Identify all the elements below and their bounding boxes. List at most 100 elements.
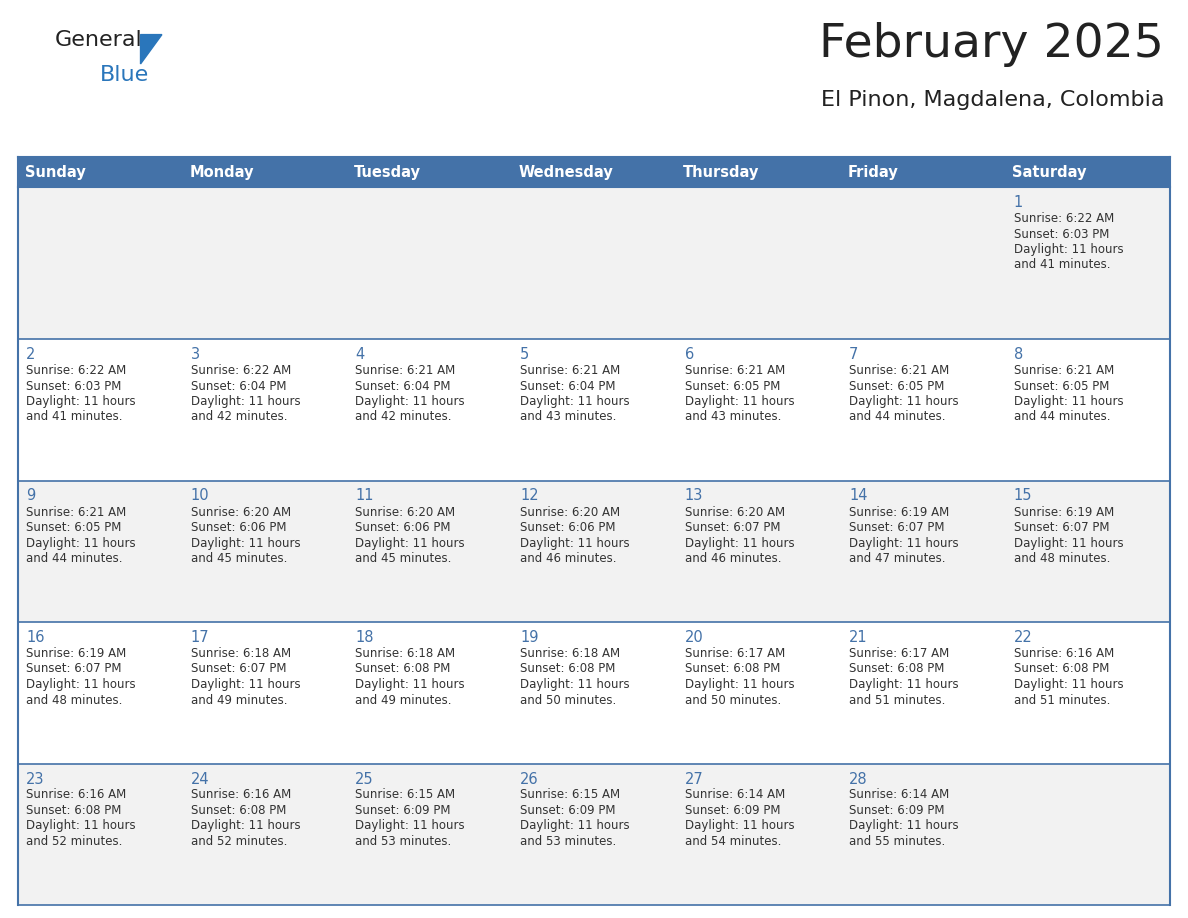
Text: Sunset: 6:07 PM: Sunset: 6:07 PM	[849, 521, 944, 534]
Bar	[183, 339, 347, 480]
Text: 26: 26	[520, 771, 538, 787]
Text: 2: 2	[26, 347, 36, 362]
Text: Daylight: 11 hours: Daylight: 11 hours	[849, 395, 959, 408]
Text: Sunrise: 6:14 AM: Sunrise: 6:14 AM	[684, 789, 785, 801]
Text: and 55 minutes.: and 55 minutes.	[849, 835, 946, 848]
Bar	[347, 187, 512, 339]
Bar	[183, 764, 347, 905]
Text: and 44 minutes.: and 44 minutes.	[849, 410, 946, 423]
Text: Sunset: 6:09 PM: Sunset: 6:09 PM	[520, 804, 615, 817]
Text: Daylight: 11 hours: Daylight: 11 hours	[849, 820, 959, 833]
Bar	[183, 157, 347, 187]
Text: Sunset: 6:06 PM: Sunset: 6:06 PM	[355, 521, 451, 534]
Text: Sunrise: 6:20 AM: Sunrise: 6:20 AM	[684, 506, 784, 519]
Text: and 54 minutes.: and 54 minutes.	[684, 835, 781, 848]
Text: Sunrise: 6:20 AM: Sunrise: 6:20 AM	[520, 506, 620, 519]
Text: Sunset: 6:09 PM: Sunset: 6:09 PM	[355, 804, 451, 817]
Text: General: General	[55, 30, 143, 50]
Bar	[841, 339, 1005, 480]
Bar	[512, 764, 676, 905]
Text: 10: 10	[191, 488, 209, 503]
Text: and 48 minutes.: and 48 minutes.	[26, 693, 122, 707]
Text: Daylight: 11 hours: Daylight: 11 hours	[355, 395, 465, 408]
Text: Daylight: 11 hours: Daylight: 11 hours	[26, 536, 135, 550]
Text: and 50 minutes.: and 50 minutes.	[684, 693, 781, 707]
Bar	[676, 622, 841, 764]
Text: and 44 minutes.: and 44 minutes.	[1013, 410, 1110, 423]
Text: Sunset: 6:08 PM: Sunset: 6:08 PM	[191, 804, 286, 817]
Text: 7: 7	[849, 347, 859, 362]
Bar	[18, 339, 183, 480]
Bar	[347, 764, 512, 905]
Text: Sunset: 6:08 PM: Sunset: 6:08 PM	[849, 663, 944, 676]
Bar	[676, 480, 841, 622]
Bar	[183, 187, 347, 339]
Text: Friday: Friday	[847, 164, 898, 180]
Text: Sunrise: 6:14 AM: Sunrise: 6:14 AM	[849, 789, 949, 801]
Text: Daylight: 11 hours: Daylight: 11 hours	[684, 820, 794, 833]
Text: Sunrise: 6:17 AM: Sunrise: 6:17 AM	[684, 647, 785, 660]
Text: Sunrise: 6:16 AM: Sunrise: 6:16 AM	[191, 789, 291, 801]
Text: 12: 12	[520, 488, 538, 503]
Text: 1: 1	[1013, 195, 1023, 210]
Bar	[676, 764, 841, 905]
Bar	[512, 157, 676, 187]
Bar	[512, 187, 676, 339]
Text: Daylight: 11 hours: Daylight: 11 hours	[26, 395, 135, 408]
Text: Sunset: 6:09 PM: Sunset: 6:09 PM	[849, 804, 944, 817]
Text: and 52 minutes.: and 52 minutes.	[191, 835, 287, 848]
Text: Daylight: 11 hours: Daylight: 11 hours	[1013, 536, 1124, 550]
Text: Sunrise: 6:22 AM: Sunrise: 6:22 AM	[191, 364, 291, 377]
Text: and 51 minutes.: and 51 minutes.	[1013, 693, 1110, 707]
Text: Sunrise: 6:20 AM: Sunrise: 6:20 AM	[191, 506, 291, 519]
Bar	[841, 157, 1005, 187]
Text: Sunrise: 6:22 AM: Sunrise: 6:22 AM	[26, 364, 126, 377]
Text: and 53 minutes.: and 53 minutes.	[355, 835, 451, 848]
Text: Sunrise: 6:21 AM: Sunrise: 6:21 AM	[849, 364, 949, 377]
Text: Daylight: 11 hours: Daylight: 11 hours	[1013, 243, 1124, 256]
Bar	[676, 339, 841, 480]
Text: Daylight: 11 hours: Daylight: 11 hours	[684, 395, 794, 408]
Text: and 52 minutes.: and 52 minutes.	[26, 835, 122, 848]
Text: Sunset: 6:06 PM: Sunset: 6:06 PM	[520, 521, 615, 534]
Text: Sunset: 6:04 PM: Sunset: 6:04 PM	[520, 379, 615, 393]
Text: Sunset: 6:08 PM: Sunset: 6:08 PM	[355, 663, 450, 676]
Text: and 41 minutes.: and 41 minutes.	[1013, 259, 1110, 272]
Bar	[18, 764, 183, 905]
Text: 3: 3	[191, 347, 200, 362]
Text: Daylight: 11 hours: Daylight: 11 hours	[26, 820, 135, 833]
Text: Sunset: 6:03 PM: Sunset: 6:03 PM	[26, 379, 121, 393]
Bar	[1005, 480, 1170, 622]
Text: Daylight: 11 hours: Daylight: 11 hours	[355, 678, 465, 691]
Text: Tuesday: Tuesday	[354, 164, 421, 180]
Text: Sunrise: 6:16 AM: Sunrise: 6:16 AM	[26, 789, 126, 801]
Text: 14: 14	[849, 488, 867, 503]
Text: Daylight: 11 hours: Daylight: 11 hours	[1013, 395, 1124, 408]
Text: Sunrise: 6:15 AM: Sunrise: 6:15 AM	[355, 789, 455, 801]
Text: Sunrise: 6:18 AM: Sunrise: 6:18 AM	[520, 647, 620, 660]
Text: and 45 minutes.: and 45 minutes.	[355, 552, 451, 565]
Text: Sunrise: 6:15 AM: Sunrise: 6:15 AM	[520, 789, 620, 801]
Text: Sunrise: 6:16 AM: Sunrise: 6:16 AM	[1013, 647, 1114, 660]
Text: Sunrise: 6:21 AM: Sunrise: 6:21 AM	[26, 506, 126, 519]
Bar	[347, 622, 512, 764]
Text: Monday: Monday	[189, 164, 254, 180]
Bar	[1005, 187, 1170, 339]
Bar	[18, 622, 183, 764]
Text: 11: 11	[355, 488, 374, 503]
Text: 17: 17	[191, 630, 209, 645]
Text: and 47 minutes.: and 47 minutes.	[849, 552, 946, 565]
Text: Sunset: 6:05 PM: Sunset: 6:05 PM	[1013, 379, 1110, 393]
Text: 6: 6	[684, 347, 694, 362]
Text: Sunday: Sunday	[25, 164, 86, 180]
Text: 8: 8	[1013, 347, 1023, 362]
Text: Daylight: 11 hours: Daylight: 11 hours	[684, 678, 794, 691]
Text: 25: 25	[355, 771, 374, 787]
Text: Daylight: 11 hours: Daylight: 11 hours	[26, 678, 135, 691]
Text: Thursday: Thursday	[683, 164, 759, 180]
Text: Daylight: 11 hours: Daylight: 11 hours	[191, 678, 301, 691]
Text: Sunrise: 6:20 AM: Sunrise: 6:20 AM	[355, 506, 455, 519]
Text: 13: 13	[684, 488, 703, 503]
Text: 20: 20	[684, 630, 703, 645]
Bar	[841, 764, 1005, 905]
